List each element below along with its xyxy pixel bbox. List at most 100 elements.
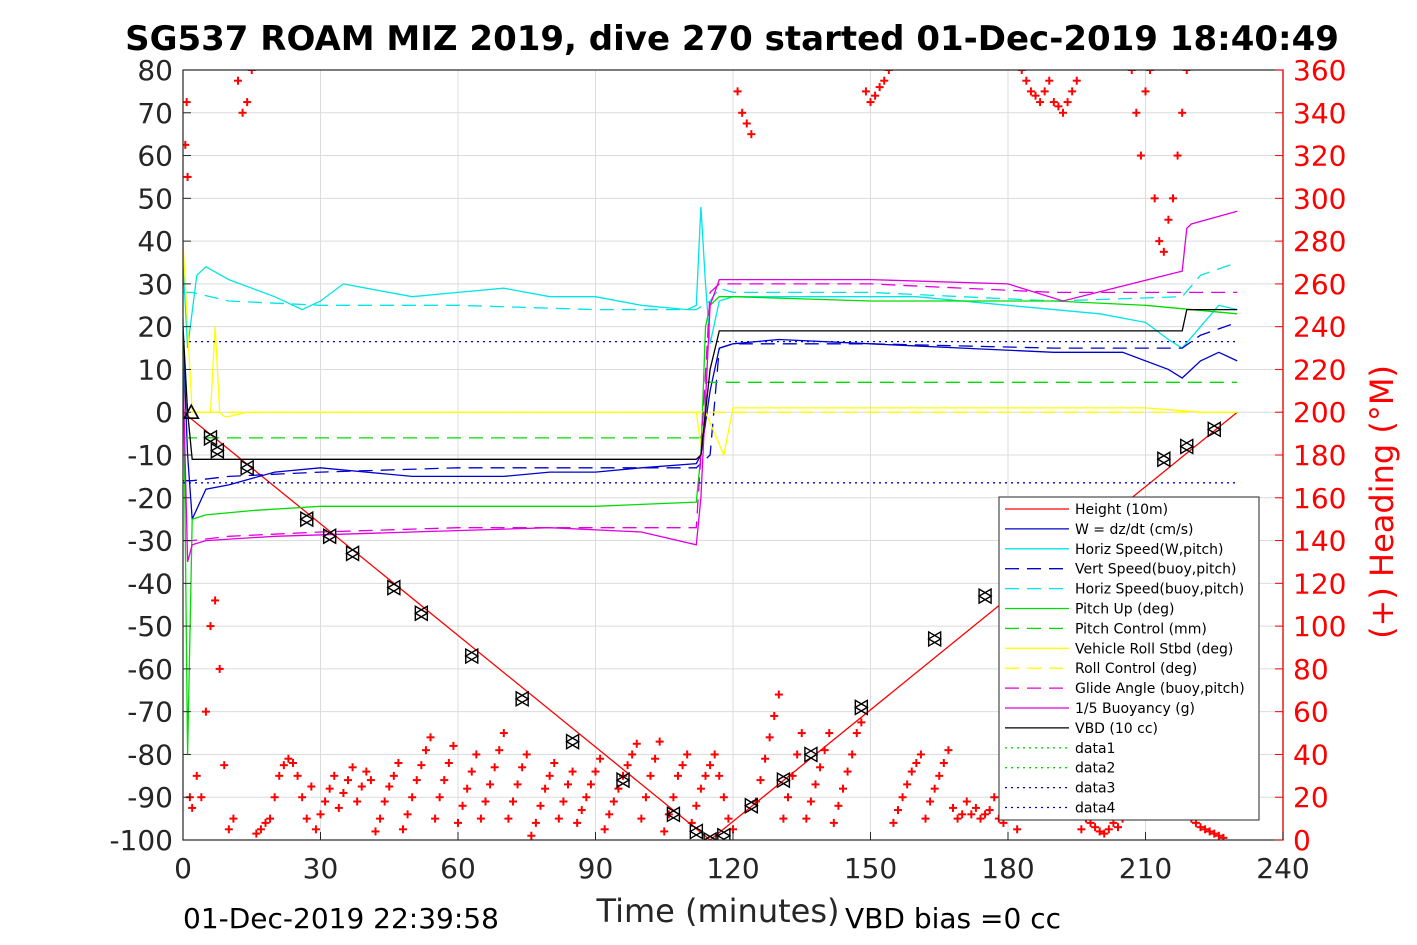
legend-item: Glide Angle (buoy,pitch) <box>1005 681 1245 697</box>
heading-marker <box>816 763 825 772</box>
bowtie-marker <box>322 528 338 545</box>
heading-marker <box>628 750 637 759</box>
heading-marker <box>1214 831 1223 840</box>
triangle-left-marker <box>239 459 254 477</box>
heading-marker <box>1127 70 1136 74</box>
triangle-left-marker <box>688 823 704 840</box>
heading-marker <box>747 130 756 139</box>
heading-marker <box>495 746 504 755</box>
bowtie-marker <box>666 806 681 823</box>
heading-marker <box>435 793 444 802</box>
y-right-tick-label: 180 <box>1293 439 1346 472</box>
legend-label: Vehicle Roll Stbd (deg) <box>1075 641 1233 657</box>
heading-marker <box>545 771 554 780</box>
triangle-left-marker <box>386 579 401 596</box>
heading-marker <box>573 818 582 827</box>
heading-marker <box>220 761 229 770</box>
heading-marker <box>559 797 568 806</box>
legend-label: Glide Angle (buoy,pitch) <box>1075 681 1245 697</box>
x-tick-label: 90 <box>578 852 614 885</box>
heading-marker <box>499 729 508 738</box>
bowtie-marker <box>1179 438 1195 455</box>
tick-labels: 0 30 60 90 120 150 180 210 24080706050403020100-… <box>109 54 1346 885</box>
heading-marker <box>1031 91 1040 100</box>
y-right-tick-label: 220 <box>1293 353 1346 386</box>
heading-marker <box>399 825 407 834</box>
heading-marker <box>926 797 935 806</box>
y-right-tick-label: 80 <box>1293 653 1329 686</box>
legend-box <box>998 496 1260 821</box>
heading-marker <box>1210 829 1219 838</box>
bowtie-marker <box>853 699 869 716</box>
heading-marker <box>481 797 490 806</box>
y-tick-label: -80 <box>127 738 173 771</box>
heading-marker <box>527 831 536 840</box>
heading-marker <box>903 780 912 789</box>
heading-marker <box>582 793 591 802</box>
heading-marker <box>298 793 307 802</box>
heading-marker <box>949 803 957 812</box>
y-tick-label: 40 <box>137 225 173 258</box>
heading-marker <box>1017 70 1026 74</box>
heading-marker <box>696 784 705 793</box>
y-tick-label: -10 <box>127 439 173 472</box>
heading-marker <box>715 771 724 780</box>
series-line <box>183 321 1238 482</box>
heading-marker <box>1022 76 1031 85</box>
heading-marker <box>710 750 719 759</box>
heading-marker <box>1036 98 1045 107</box>
legend-label: data2 <box>1075 761 1115 777</box>
triangle-left-marker <box>666 806 681 823</box>
y-right-tick-label: 40 <box>1293 738 1329 771</box>
heading-marker <box>719 793 728 802</box>
heading-marker <box>1104 825 1113 834</box>
axes <box>182 69 1284 841</box>
y-right-tick-label: 100 <box>1293 610 1346 643</box>
heading-marker <box>463 784 472 793</box>
heading-marker <box>586 780 595 789</box>
heading-marker <box>894 806 902 815</box>
triangle-left-marker <box>776 771 791 789</box>
heading-marker <box>357 782 366 791</box>
heading-marker <box>476 814 485 823</box>
heading-marker <box>976 814 985 823</box>
triangle-left-marker <box>322 528 337 545</box>
heading-marker <box>701 771 710 780</box>
y-tick-label: 20 <box>137 311 173 344</box>
heading-marker <box>907 767 916 776</box>
legend-item: 1/5 Buoyancy (g) <box>1005 701 1195 717</box>
heading-marker <box>637 814 646 823</box>
heading-marker <box>623 761 632 770</box>
heading-marker <box>270 793 279 802</box>
heading-marker <box>939 759 948 767</box>
heading-marker <box>1136 151 1145 160</box>
heading-marker <box>1072 76 1081 85</box>
heading-marker <box>875 83 884 92</box>
heading-marker <box>302 814 311 823</box>
y-right-tick-label: 340 <box>1293 97 1346 130</box>
heading-marker <box>366 776 375 785</box>
heading-marker <box>266 814 275 823</box>
heading-marker <box>605 810 614 819</box>
heading-marker <box>513 780 522 789</box>
heading-marker <box>554 814 563 823</box>
triangle-left-marker <box>565 733 580 750</box>
heading-marker <box>256 825 265 834</box>
heading-marker <box>774 690 783 699</box>
x-tick-label: 120 <box>706 852 759 885</box>
x-tick-label: 30 <box>303 852 339 885</box>
heading-marker <box>1141 87 1150 96</box>
heading-marker <box>238 108 247 117</box>
y-right-tick-label: 260 <box>1293 268 1346 301</box>
x-tick-label: 60 <box>440 852 476 885</box>
legend-item: Horiz Speed(W,pitch) <box>1005 542 1223 558</box>
series-line <box>183 381 1238 439</box>
legend: Height (10m) W = dz/dt (cm/s) Horiz Speed(… <box>998 496 1260 821</box>
heading-marker <box>880 76 889 85</box>
legend-label: VBD (10 cc) <box>1075 721 1158 737</box>
series-line <box>183 335 1238 520</box>
heading-marker <box>289 759 297 767</box>
heading-marker <box>866 98 875 107</box>
heading-marker <box>224 825 233 834</box>
